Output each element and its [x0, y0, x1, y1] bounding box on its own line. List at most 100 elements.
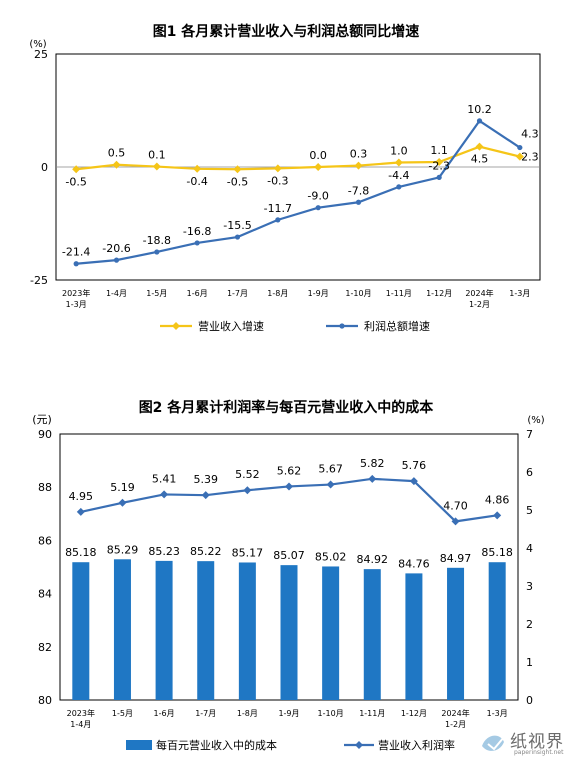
profit-point: [315, 205, 321, 211]
data-label: -16.8: [183, 225, 211, 238]
cost-bar: [113, 559, 131, 700]
revenue-point: [112, 160, 121, 169]
bar-value-label: 84.97: [440, 552, 472, 565]
chart-title: 图1 各月累计营业收入与利润总额同比增速: [153, 23, 420, 40]
data-label: -2.3: [428, 159, 449, 172]
y-right-tick-label: 0: [526, 694, 533, 707]
x-tick-label: 2024年: [441, 708, 469, 718]
margin-point: [243, 486, 252, 495]
data-label: 1.0: [390, 144, 408, 157]
y-left-tick-label: 86: [38, 534, 52, 547]
margin-value-label: 5.62: [277, 464, 302, 477]
x-tick-label: 1-11月: [386, 289, 412, 298]
x-tick-label: 1-8月: [267, 289, 288, 298]
bar-value-label: 85.29: [107, 543, 139, 556]
y-right-tick-label: 4: [526, 542, 533, 555]
legend-label-cost: 每百元营业收入中的成本: [156, 738, 277, 752]
data-label: 1.1: [430, 144, 448, 157]
revenue-point: [152, 162, 161, 171]
legend-marker-margin: [355, 741, 363, 749]
margin-point: [368, 474, 377, 483]
revenue-point: [475, 142, 484, 151]
cost-bar: [72, 562, 90, 700]
margin-value-label: 5.52: [235, 468, 260, 481]
data-label: 0.1: [148, 149, 166, 162]
revenue-point: [233, 165, 242, 174]
revenue-point: [72, 165, 81, 174]
cost-bar: [488, 562, 506, 700]
profit-point: [73, 261, 79, 267]
x-tick-label: 1-11月: [359, 709, 385, 718]
bar-value-label: 85.18: [65, 546, 97, 559]
margin-value-label: 5.82: [360, 457, 385, 470]
margin-point: [326, 480, 335, 489]
profit-point: [355, 199, 362, 205]
x-tick-label: 1-8月: [237, 709, 258, 718]
y-tick-label: -25: [30, 274, 48, 287]
margin-value-label: 5.39: [193, 473, 218, 486]
cost-bar: [363, 569, 381, 700]
margin-value-label: 5.67: [318, 463, 343, 476]
margin-value-label: 5.41: [152, 472, 177, 485]
margin-point: [285, 482, 293, 491]
profit-point: [113, 257, 120, 263]
data-label: -0.5: [65, 175, 86, 188]
revenue-point: [273, 164, 282, 173]
bar-value-label: 85.17: [232, 546, 264, 559]
x-tick-label: 1-12月: [426, 289, 452, 298]
x-tick-label: 1-10月: [345, 289, 371, 298]
profit-point: [194, 240, 200, 246]
legend-label-profit: 利润总额增速: [364, 319, 430, 333]
data-label: 0.3: [350, 148, 368, 161]
y-left-tick-label: 90: [38, 428, 52, 441]
revenue-point: [515, 152, 524, 161]
profit-point: [234, 234, 241, 240]
legend-label-revenue: 营业收入增速: [198, 319, 264, 333]
legend-marker-revenue: [172, 322, 180, 330]
bar-value-label: 84.76: [398, 557, 430, 570]
x-tick-label: 1-9月: [278, 709, 299, 718]
cost-bar: [322, 566, 340, 700]
legend-marker-profit: [339, 323, 345, 329]
margin-value-label: 5.76: [402, 459, 427, 472]
cost-bar: [238, 562, 256, 700]
y-right-unit: (%): [527, 415, 544, 426]
x-tick-label: 1-6月: [187, 289, 208, 298]
y-left-tick-label: 82: [38, 641, 52, 654]
y-tick-label: 25: [34, 48, 48, 61]
y-right-tick-label: 7: [526, 428, 533, 441]
margin-point: [160, 490, 169, 499]
y-right-tick-label: 3: [526, 580, 533, 593]
x-tick-label: 1-3月: [509, 289, 530, 298]
x-tick-label: 2024年: [465, 288, 493, 298]
y-axis-unit: (%): [29, 39, 46, 50]
bar-value-label: 85.02: [315, 550, 347, 563]
margin-point: [201, 491, 210, 500]
y-left-tick-label: 84: [38, 588, 52, 601]
revenue-point: [314, 163, 323, 171]
margin-point: [76, 507, 85, 516]
watermark-name: 纸视界: [510, 732, 564, 752]
revenue-point: [354, 161, 363, 170]
x-tick-label: 1-12月: [401, 709, 427, 718]
y-right-tick-label: 2: [526, 618, 533, 631]
data-label: -7.8: [348, 184, 369, 197]
profit-margin-chart: 图2 各月累计利润率与每百元营业收入中的成本 (元) (%) 90 88 86 84 82 80…: [32, 399, 545, 752]
x-tick-label: 1-2月: [469, 300, 490, 309]
profit-point: [154, 249, 160, 255]
bar-value-label: 85.22: [190, 545, 222, 558]
data-label: -11.7: [264, 202, 292, 215]
data-label: 0.5: [108, 147, 126, 160]
x-tick-label: 1-6月: [154, 709, 175, 718]
margin-value-label: 4.86: [485, 493, 510, 506]
data-label: -0.4: [186, 175, 207, 188]
data-label: 4.5: [471, 153, 489, 166]
x-tick-label: 1-5月: [146, 289, 167, 298]
data-label: -9.0: [307, 190, 328, 203]
data-label: 2.3: [521, 151, 539, 164]
margin-point: [493, 511, 502, 520]
y-right-tick-label: 1: [526, 656, 533, 669]
data-label: -20.6: [102, 242, 130, 255]
x-tick-label: 1-10月: [318, 709, 344, 718]
bar-value-label: 84.92: [357, 553, 389, 566]
